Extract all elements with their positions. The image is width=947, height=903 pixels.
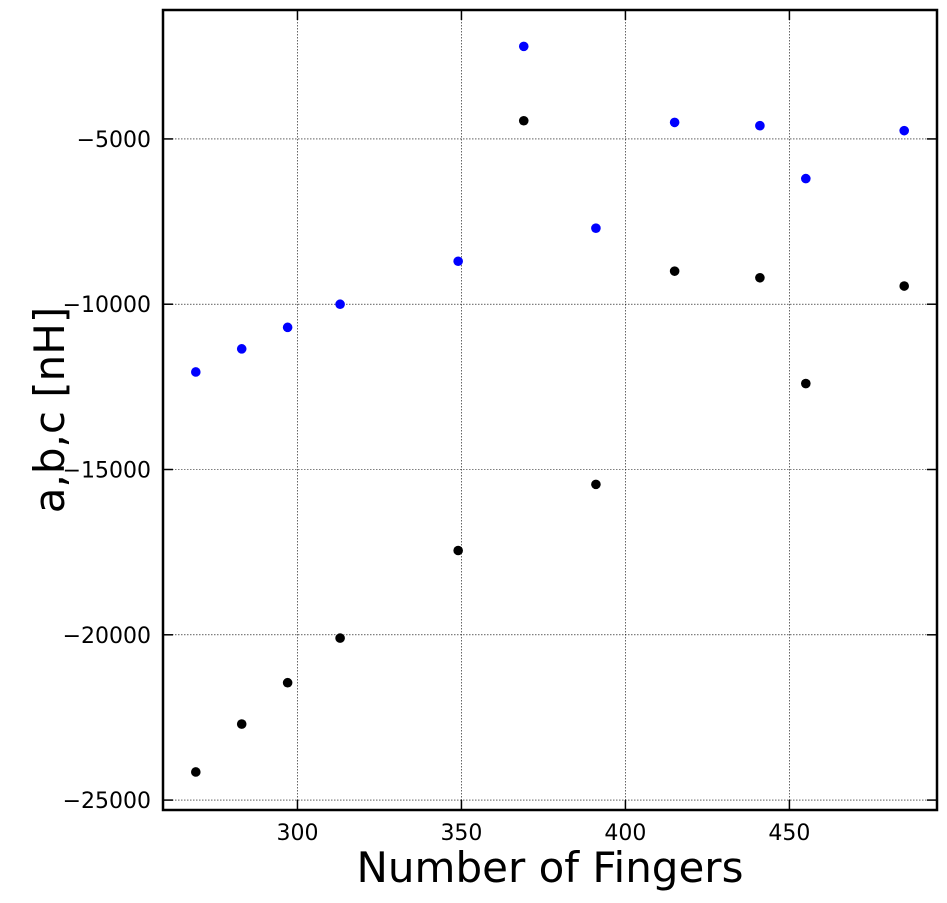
y-tick-label: −25000 [63,789,151,814]
plot-frame [161,8,939,812]
x-axis-label: Number of Fingers [357,843,744,892]
data-point [669,266,680,276]
data-point [518,115,529,126]
data-point [755,272,765,283]
grid-lines [163,10,937,810]
data-point [453,256,463,267]
data-point [755,120,765,131]
data-point [236,344,247,354]
data-point [282,677,293,688]
data-point [335,299,345,310]
y-axis-label: a,b,c [nH] [25,307,74,514]
x-tick-label: 450 [768,821,810,846]
axis-ticks [163,10,937,810]
data-point [801,378,811,389]
data-point [236,719,247,729]
x-tick-label: 350 [440,821,482,846]
y-tick-label: −10000 [63,293,151,318]
tick-labels: 300 350 400 450 −25000 −20000 −15000 −10000 −500… [63,128,811,846]
data-point [591,479,601,490]
data-point [453,545,463,556]
y-tick-label: −15000 [63,459,151,484]
data-point [190,367,201,377]
data-point [591,223,601,233]
data-point [190,767,201,777]
data-point [282,322,293,333]
y-tick-label: −5000 [77,128,151,153]
x-tick-label: 400 [604,821,646,846]
y-tick-label: −20000 [63,624,151,649]
data-point [669,117,680,128]
data-points [190,41,910,777]
data-point [335,633,345,643]
data-point [899,281,910,291]
data-point [899,125,910,136]
x-tick-label: 300 [276,821,318,846]
data-point [801,173,811,184]
data-point [518,41,529,52]
